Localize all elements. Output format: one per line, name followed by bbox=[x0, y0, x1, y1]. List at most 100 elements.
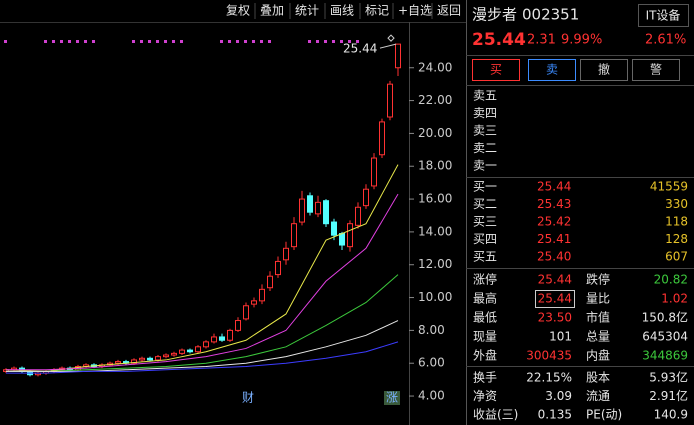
candle-body bbox=[139, 357, 145, 361]
candle-body bbox=[387, 83, 393, 118]
candle-body bbox=[251, 300, 257, 305]
y-tick-label: 24.00 bbox=[418, 60, 452, 74]
candle-body bbox=[115, 361, 121, 364]
stat-label: 涨停 bbox=[473, 272, 497, 287]
toolbar-button[interactable]: 叠加 bbox=[260, 4, 284, 18]
stat-label: 流通 bbox=[586, 389, 610, 403]
trade-button[interactable] bbox=[632, 59, 680, 81]
buy-volume: 41559 bbox=[650, 180, 688, 194]
candle-body bbox=[227, 329, 233, 341]
candle-body bbox=[291, 223, 297, 248]
event-dot bbox=[4, 40, 7, 43]
stat-value: 20.82 bbox=[654, 273, 688, 287]
y-tick-label: 8.00 bbox=[418, 323, 445, 337]
diamond bbox=[387, 34, 395, 42]
buy-volume: 330 bbox=[665, 197, 688, 211]
sell-level: 卖三 bbox=[473, 124, 497, 138]
event-dot bbox=[84, 40, 87, 43]
event-dot bbox=[268, 40, 271, 43]
candle-body bbox=[195, 346, 201, 353]
stat-value: 22.15% bbox=[526, 371, 572, 385]
stat-value: 1.02 bbox=[661, 292, 688, 306]
stat-label: 最低 bbox=[473, 311, 497, 325]
event-marker[interactable]: 涨 bbox=[386, 390, 398, 405]
candle-body bbox=[259, 288, 265, 302]
sell-level: 卖一 bbox=[473, 159, 497, 173]
sector-box[interactable] bbox=[638, 4, 689, 27]
candle-body bbox=[307, 195, 313, 213]
trade-button-label[interactable]: 警 bbox=[650, 62, 662, 77]
change-pct: 9.99% bbox=[561, 33, 602, 48]
toolbar-button[interactable]: +自选 bbox=[398, 4, 432, 18]
event-dot bbox=[52, 40, 55, 43]
trade-button-label[interactable]: 卖 bbox=[546, 63, 558, 77]
event-dot bbox=[156, 40, 159, 43]
marker-box bbox=[384, 391, 400, 405]
sector-name[interactable]: IT设备 bbox=[646, 9, 681, 23]
event-dot bbox=[316, 40, 319, 43]
event-dot bbox=[68, 40, 71, 43]
high-label: 25.44 bbox=[343, 42, 377, 56]
event-dot bbox=[260, 40, 263, 43]
stat-label: 量比 bbox=[586, 292, 610, 306]
stat-label: 最高 bbox=[473, 291, 497, 306]
candle-body bbox=[379, 121, 385, 156]
y-tick-label: 4.00 bbox=[418, 389, 445, 403]
candle-body bbox=[235, 320, 241, 331]
event-dot bbox=[60, 40, 63, 43]
candle-body bbox=[243, 305, 249, 320]
candle-body bbox=[339, 233, 345, 246]
stat-value: 25.44 bbox=[538, 292, 572, 306]
trade-button[interactable] bbox=[580, 59, 628, 81]
candle-body bbox=[131, 359, 137, 364]
highlight-box bbox=[535, 290, 575, 308]
buy-level: 买一 bbox=[473, 180, 497, 194]
event-dot bbox=[164, 40, 167, 43]
stat-value: 140.9 bbox=[654, 408, 688, 422]
stat-value: 0.135 bbox=[538, 408, 572, 422]
stat-value: 5.93亿 bbox=[649, 370, 688, 385]
y-tick-label: 12.00 bbox=[418, 257, 452, 271]
trade-button-label[interactable]: 撤 bbox=[598, 62, 610, 77]
trade-button[interactable] bbox=[472, 59, 520, 81]
candle-body bbox=[315, 201, 321, 215]
toolbar-button[interactable]: 标记 bbox=[365, 4, 389, 18]
toolbar-button[interactable]: 返回 bbox=[437, 4, 461, 18]
stat-label: 总量 bbox=[586, 330, 610, 344]
trade-button[interactable] bbox=[528, 59, 576, 81]
trade-button-label[interactable]: 买 bbox=[490, 63, 502, 77]
buy-price: 25.43 bbox=[537, 197, 571, 211]
candle-body bbox=[347, 223, 353, 248]
stat-label: 内盘 bbox=[586, 348, 610, 363]
stat-label: PE(动) bbox=[586, 408, 622, 422]
y-tick-label: 16.00 bbox=[418, 192, 452, 206]
event-dot bbox=[148, 40, 151, 43]
sell-level: 卖四 bbox=[473, 106, 497, 120]
candle-body bbox=[283, 247, 289, 261]
buy-volume: 607 bbox=[665, 250, 688, 264]
buy-price: 25.40 bbox=[537, 250, 571, 264]
event-dot bbox=[252, 40, 255, 43]
candle-body bbox=[395, 43, 401, 69]
event-dot bbox=[348, 40, 351, 43]
stat-value: 25.44 bbox=[538, 273, 572, 287]
stat-label: 跌停 bbox=[586, 272, 610, 287]
buy-price: 25.41 bbox=[537, 232, 571, 246]
sector-pct: 2.61% bbox=[645, 33, 686, 48]
stat-label: 股本 bbox=[586, 371, 610, 385]
y-tick-label: 20.00 bbox=[418, 126, 452, 140]
stat-value: 344869 bbox=[642, 349, 688, 363]
candle-body bbox=[331, 221, 337, 236]
event-dot bbox=[140, 40, 143, 43]
stat-value: 3.09 bbox=[545, 389, 572, 403]
event-dot bbox=[220, 40, 223, 43]
event-marker[interactable]: 财 bbox=[242, 391, 254, 405]
toolbar-button[interactable]: 画线 bbox=[330, 4, 354, 18]
stat-label: 市值 bbox=[586, 310, 610, 325]
moving-average bbox=[6, 320, 399, 372]
toolbar-button[interactable]: 复权 bbox=[226, 4, 250, 18]
candle-body bbox=[299, 198, 305, 223]
toolbar-button[interactable]: 统计 bbox=[295, 4, 319, 18]
y-tick-label: 14.00 bbox=[418, 224, 452, 238]
stat-value: 300435 bbox=[526, 349, 572, 363]
